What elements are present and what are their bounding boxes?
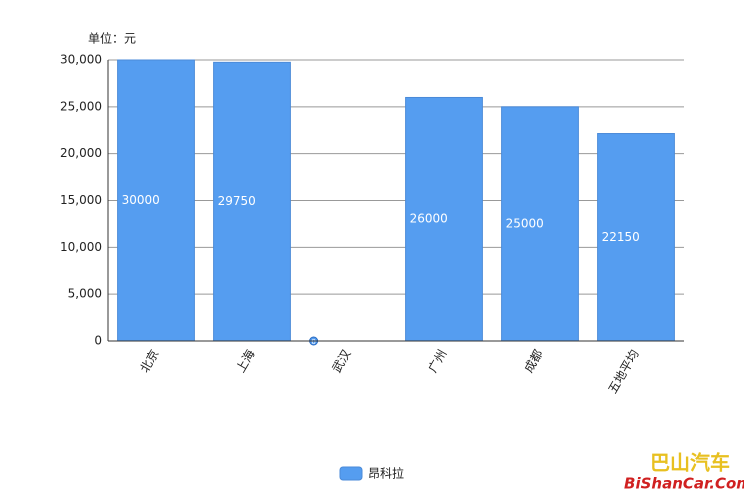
bar bbox=[117, 59, 195, 342]
x-tick-label: 上海 bbox=[233, 347, 258, 375]
y-tick-label: 10,000 bbox=[60, 240, 102, 254]
bar bbox=[597, 133, 675, 342]
y-tick-label: 20,000 bbox=[60, 146, 102, 160]
y-tick-label: 0 bbox=[94, 334, 102, 348]
x-tick-label: 广州 bbox=[425, 347, 449, 375]
value-label: 0 bbox=[311, 338, 315, 346]
y-tick-label: 30,000 bbox=[60, 53, 102, 67]
value-label: 26000 bbox=[410, 212, 448, 226]
watermark-title: 巴山汽车 bbox=[650, 451, 730, 475]
x-tick-label: 武汉 bbox=[329, 347, 353, 375]
x-tick-label: 五地平均 bbox=[605, 347, 641, 396]
value-label: 29750 bbox=[218, 194, 256, 208]
bar bbox=[405, 96, 483, 342]
value-label: 30000 bbox=[122, 193, 160, 207]
unit-label: 单位：元 bbox=[88, 31, 136, 46]
legend-label: 昂科拉 bbox=[368, 466, 404, 481]
value-label: 22150 bbox=[602, 230, 640, 244]
bar bbox=[213, 61, 291, 342]
value-label: 25000 bbox=[506, 216, 544, 230]
legend-swatch bbox=[339, 466, 363, 481]
bar bbox=[501, 106, 579, 342]
x-tick-label: 成都 bbox=[521, 347, 545, 375]
x-tick-label: 北京 bbox=[137, 347, 161, 375]
watermark-site: BiShanCar.Com bbox=[624, 475, 744, 493]
y-tick-label: 25,000 bbox=[60, 99, 102, 113]
y-tick-label: 15,000 bbox=[60, 193, 102, 207]
y-tick-label: 5,000 bbox=[68, 287, 102, 301]
